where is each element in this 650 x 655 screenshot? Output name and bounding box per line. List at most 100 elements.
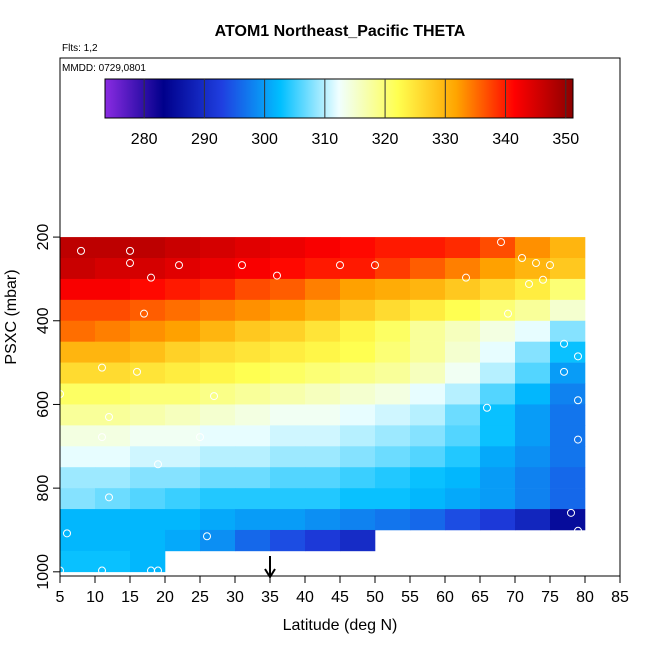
heat-cell [60, 299, 96, 322]
heat-cell [130, 467, 166, 489]
heat-cell [95, 383, 131, 405]
heat-cell [130, 278, 166, 301]
sample-point [98, 566, 106, 575]
heat-cell [445, 446, 481, 468]
heat-cell [410, 258, 446, 280]
heat-cell [340, 404, 376, 426]
heat-cell [445, 404, 481, 426]
sample-point [175, 261, 183, 270]
heat-cell [200, 425, 236, 447]
heat-cell [130, 446, 166, 468]
sample-point [371, 261, 379, 270]
heat-cell [60, 383, 96, 405]
sample-point [518, 254, 526, 263]
heat-cell [60, 341, 96, 363]
x-tick-label: 40 [296, 589, 314, 606]
heat-cell [235, 509, 271, 531]
heat-cell [445, 237, 481, 259]
heat-cell [515, 299, 551, 322]
heat-cell [445, 341, 481, 363]
heat-cell [480, 425, 516, 447]
heat-cell [95, 467, 131, 489]
heat-cell [480, 362, 516, 384]
heat-cell [480, 446, 516, 468]
heat-cell [445, 320, 481, 342]
heat-cell [410, 362, 446, 384]
heat-cell [60, 488, 96, 510]
sample-point [483, 403, 491, 412]
heat-cell [375, 509, 411, 531]
heat-cell [340, 237, 376, 259]
heat-cell [270, 383, 306, 405]
heat-cell [445, 467, 481, 489]
heat-cell [270, 362, 306, 384]
heat-cell [375, 383, 411, 405]
sample-point [462, 273, 470, 282]
x-tick-label: 20 [156, 589, 174, 606]
heat-cell [480, 404, 516, 426]
heat-cell [165, 425, 201, 447]
heat-cell [165, 258, 201, 280]
sample-point [98, 363, 106, 372]
heat-cell [60, 550, 96, 573]
heat-cell [410, 383, 446, 405]
sample-point [574, 435, 582, 444]
heat-cell [550, 467, 586, 489]
heat-cell [200, 467, 236, 489]
heat-cell [375, 258, 411, 280]
heat-cell [375, 299, 411, 322]
heat-cell [130, 341, 166, 363]
sample-point [525, 279, 533, 288]
heat-cell [200, 404, 236, 426]
x-tick-label: 75 [541, 589, 559, 606]
heat-cell [550, 237, 586, 259]
heat-cell [305, 362, 341, 384]
heat-cell [95, 320, 131, 342]
sample-point [273, 271, 281, 280]
heat-cell [60, 509, 96, 531]
heat-cell [445, 258, 481, 280]
heat-cell [375, 320, 411, 342]
heat-cell [480, 383, 516, 405]
sample-point [560, 367, 568, 376]
subtitle: MMDD: 0729,0801 [62, 63, 146, 74]
colorbar [104, 78, 574, 119]
sample-point [77, 246, 85, 255]
x-tick-label: 70 [506, 589, 524, 606]
heat-cell [165, 299, 201, 322]
heat-cell [445, 488, 481, 510]
heat-cell [165, 509, 201, 531]
heat-cell [515, 404, 551, 426]
heat-cell [480, 299, 516, 322]
chart-title: ATOM1 Northeast_Pacific THETA [215, 23, 466, 40]
sample-point [196, 433, 204, 442]
heat-cell [270, 488, 306, 510]
heat-cell [375, 488, 411, 510]
heat-cell [445, 362, 481, 384]
heat-cell [60, 320, 96, 342]
heat-cell [270, 341, 306, 363]
heat-cell [270, 404, 306, 426]
heat-cell [95, 341, 131, 363]
heat-cell [200, 299, 236, 322]
heat-cell [60, 362, 96, 384]
heat-cell [130, 425, 166, 447]
colorbar-tick-label: 330 [432, 131, 459, 148]
heat-cell [165, 488, 201, 510]
heat-cell [130, 509, 166, 531]
heat-cell [95, 509, 131, 531]
heat-cell [95, 362, 131, 384]
sample-point [98, 433, 106, 442]
heat-cell [375, 425, 411, 447]
heat-cell [235, 258, 271, 280]
colorbar-tick-label: 340 [492, 131, 519, 148]
heat-cell [60, 258, 96, 280]
heat-cell [235, 529, 271, 552]
heat-cell [375, 467, 411, 489]
heat-cell [515, 383, 551, 405]
heat-cell [200, 278, 236, 301]
heat-cell [60, 425, 96, 447]
heat-cell [165, 529, 201, 552]
sample-point [154, 460, 162, 469]
heat-cell [550, 383, 586, 405]
